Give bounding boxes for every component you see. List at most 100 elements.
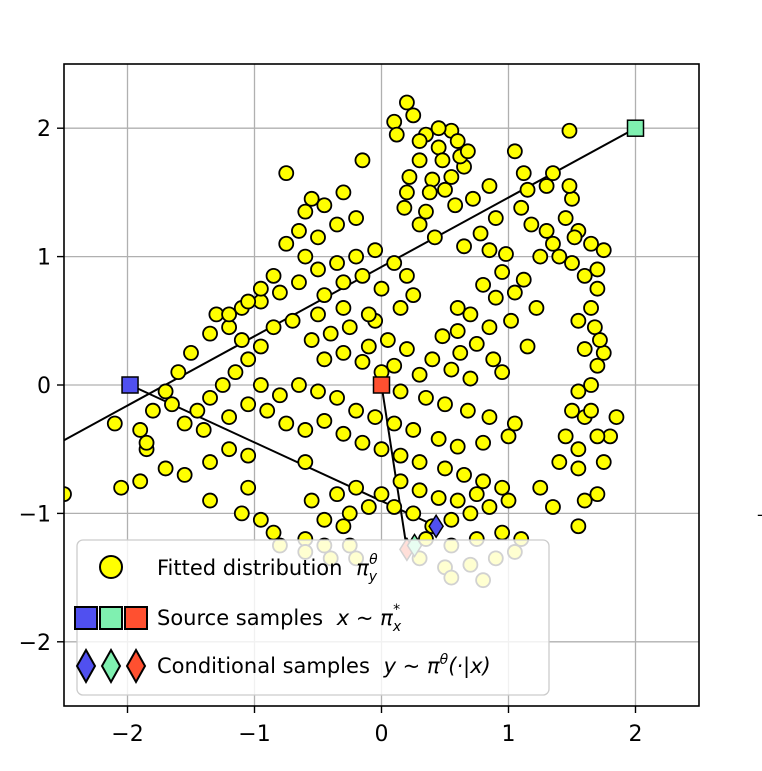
fitted-point xyxy=(443,511,460,528)
fitted-point xyxy=(341,319,358,336)
fitted-point xyxy=(303,332,320,348)
legend-source-blue-square xyxy=(74,606,98,630)
fitted-point xyxy=(259,402,276,419)
fitted-point xyxy=(360,338,377,355)
fitted-point xyxy=(379,332,396,348)
fitted-point xyxy=(443,361,460,378)
fitted-point xyxy=(252,377,269,393)
legend-conditional-blue-diamond xyxy=(75,647,97,685)
connecting-line xyxy=(380,384,408,550)
fitted-point xyxy=(589,261,606,278)
fitted-point xyxy=(157,460,174,477)
legend-source-math: x ~ π xyxy=(336,606,393,630)
fitted-point xyxy=(348,479,365,496)
fitted-point xyxy=(456,466,472,483)
fitted-point xyxy=(583,235,599,252)
fitted-point xyxy=(411,133,428,149)
fitted-point xyxy=(252,511,269,528)
fitted-point xyxy=(157,383,174,400)
y-tick-label: 2 xyxy=(37,117,51,142)
fitted-point xyxy=(386,415,403,432)
fitted-point xyxy=(329,486,345,503)
fitted-point xyxy=(396,199,413,216)
fitted-point xyxy=(430,431,447,447)
y-tick-label: 0 xyxy=(37,374,51,399)
fitted-point xyxy=(278,165,295,182)
fitted-point xyxy=(545,165,561,182)
fitted-point xyxy=(411,216,428,233)
fitted-point xyxy=(498,246,514,262)
fitted-point xyxy=(475,473,492,490)
fitted-point xyxy=(221,319,238,336)
fitted-point xyxy=(538,223,555,239)
fitted-point xyxy=(354,267,371,284)
fitted-point xyxy=(221,306,238,323)
fitted-point xyxy=(589,486,606,503)
fitted-point xyxy=(561,122,578,139)
fitted-point xyxy=(132,422,149,438)
fitted-point xyxy=(113,479,130,496)
fitted-point xyxy=(240,351,257,368)
x-tick-label: −2 xyxy=(111,722,143,747)
fitted-point xyxy=(564,190,580,207)
fitted-point xyxy=(398,94,415,111)
fitted-point xyxy=(233,505,250,522)
fitted-point xyxy=(392,383,409,400)
fitted-point xyxy=(538,178,555,194)
x-tick-label: 2 xyxy=(629,722,643,747)
fitted-point xyxy=(367,409,384,426)
fitted-point xyxy=(265,319,282,336)
fitted-point xyxy=(449,438,466,455)
fitted-point xyxy=(284,312,301,329)
fitted-point xyxy=(462,370,479,387)
fitted-point xyxy=(252,280,269,297)
legend-conditional-green-diamond xyxy=(100,647,122,685)
source-sample-square xyxy=(626,119,645,137)
legend-fitted-sup: θ xyxy=(369,552,378,568)
y-axis: −2 −1 0 1 2 xyxy=(19,117,64,656)
fitted-point xyxy=(303,190,320,207)
fitted-point xyxy=(449,492,466,509)
fitted-point xyxy=(341,505,358,522)
x-tick-label: −1 xyxy=(238,722,270,747)
fitted-point xyxy=(570,312,587,329)
fitted-point xyxy=(456,238,472,255)
fitted-point xyxy=(386,499,403,515)
fitted-point xyxy=(513,199,530,216)
fitted-point xyxy=(240,396,257,413)
fitted-point xyxy=(392,473,409,490)
x-tick-label: 1 xyxy=(502,722,516,747)
fitted-point xyxy=(297,248,314,265)
fitted-point xyxy=(202,389,218,406)
fitted-point xyxy=(405,422,422,438)
legend-fitted-marker xyxy=(99,555,123,579)
fitted-point xyxy=(335,425,352,442)
fitted-point xyxy=(392,447,409,464)
fitted-point xyxy=(430,139,447,156)
fitted-point xyxy=(589,428,606,445)
fitted-point xyxy=(138,434,155,451)
fitted-point xyxy=(418,203,434,220)
fitted-point xyxy=(570,460,587,477)
fitted-point xyxy=(348,402,365,419)
fitted-point xyxy=(221,441,238,458)
fitted-point xyxy=(354,152,371,169)
fitted-point xyxy=(481,319,498,336)
fitted-point xyxy=(265,524,282,541)
source-sample-square xyxy=(121,376,139,394)
fitted-point xyxy=(335,274,352,291)
fitted-point xyxy=(373,441,390,458)
fitted-point xyxy=(557,428,574,445)
fitted-point xyxy=(424,171,441,188)
x-axis: −2 −1 0 1 2 xyxy=(111,706,643,747)
fitted-point xyxy=(459,402,476,419)
fitted-point xyxy=(388,126,405,143)
fitted-point xyxy=(386,255,403,271)
fitted-point xyxy=(564,402,580,419)
fitted-point xyxy=(144,402,161,419)
fitted-points xyxy=(64,94,625,589)
fitted-point xyxy=(576,267,593,284)
fitted-point xyxy=(443,169,460,185)
fitted-point xyxy=(583,402,599,419)
